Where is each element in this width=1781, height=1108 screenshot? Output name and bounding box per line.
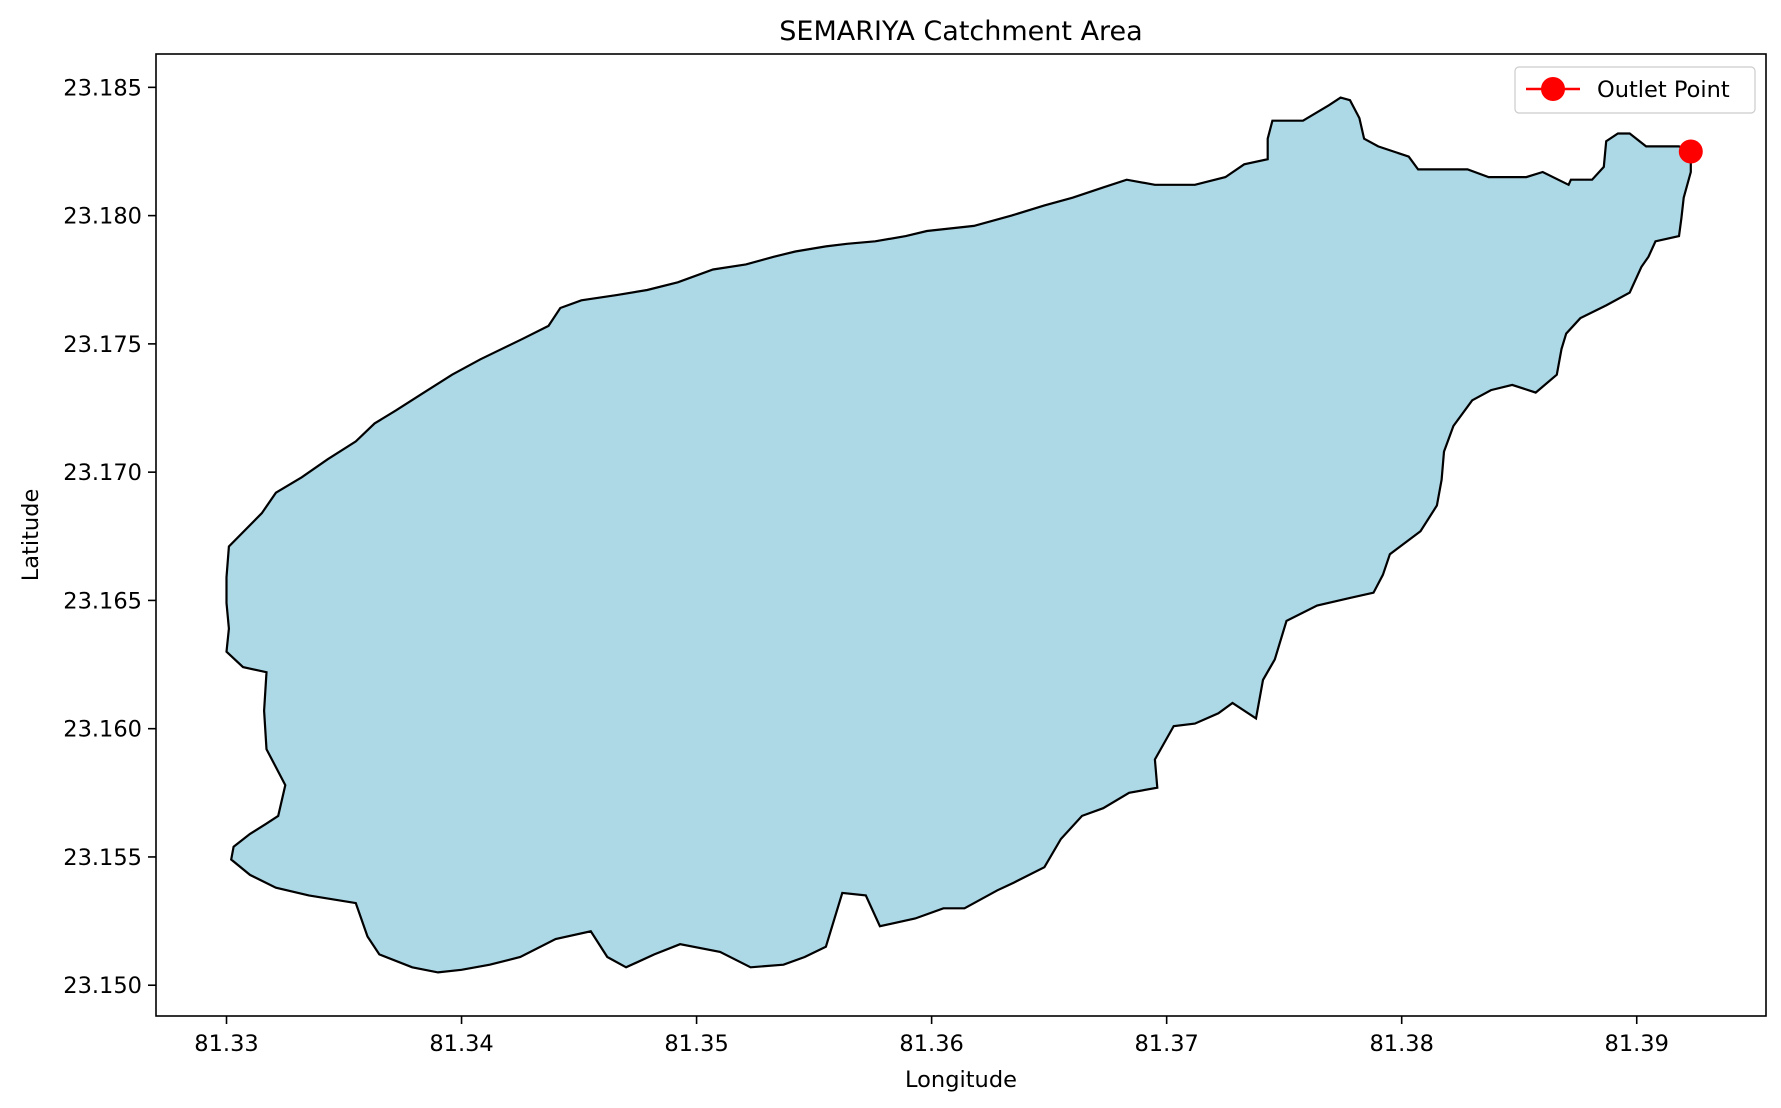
chart-title: SEMARIYA Catchment Area xyxy=(779,16,1142,47)
x-tick-label: 81.37 xyxy=(1134,1031,1198,1057)
x-tick-label: 81.38 xyxy=(1369,1031,1433,1057)
plot-area xyxy=(225,96,1703,974)
x-tick-label: 81.34 xyxy=(429,1031,493,1057)
x-axis: 81.33 81.34 81.35 81.36 81.37 81.38 81.39 xyxy=(194,1016,1669,1057)
y-axis: 23.150 23.155 23.160 23.165 23.170 23.175 23.1… xyxy=(63,75,156,999)
x-tick-label: 81.36 xyxy=(899,1031,963,1057)
y-axis-label: Latitude xyxy=(18,489,44,582)
x-tick-label: 81.39 xyxy=(1605,1031,1669,1057)
y-tick-label: 23.180 xyxy=(63,204,142,230)
y-tick-label: 23.165 xyxy=(63,588,142,614)
x-axis-label: Longitude xyxy=(905,1067,1017,1093)
axes-frame xyxy=(155,53,1767,1017)
y-tick-label: 23.155 xyxy=(63,845,142,871)
legend-box xyxy=(1514,66,1756,114)
y-tick-label: 23.175 xyxy=(63,332,142,358)
y-tick-label: 23.170 xyxy=(63,460,142,486)
y-tick-label: 23.160 xyxy=(63,717,142,743)
legend: Outlet Point xyxy=(1514,66,1756,114)
outlet-point-marker xyxy=(1678,139,1703,164)
legend-entry-outlet-point: Outlet Point xyxy=(1597,77,1730,103)
x-tick-label: 81.35 xyxy=(664,1031,728,1057)
y-tick-label: 23.185 xyxy=(63,75,142,101)
catchment-area-polygon xyxy=(225,96,1692,974)
x-tick-label: 81.33 xyxy=(194,1031,258,1057)
y-tick-label: 23.150 xyxy=(63,973,142,999)
legend-outlet-marker xyxy=(1541,77,1565,101)
